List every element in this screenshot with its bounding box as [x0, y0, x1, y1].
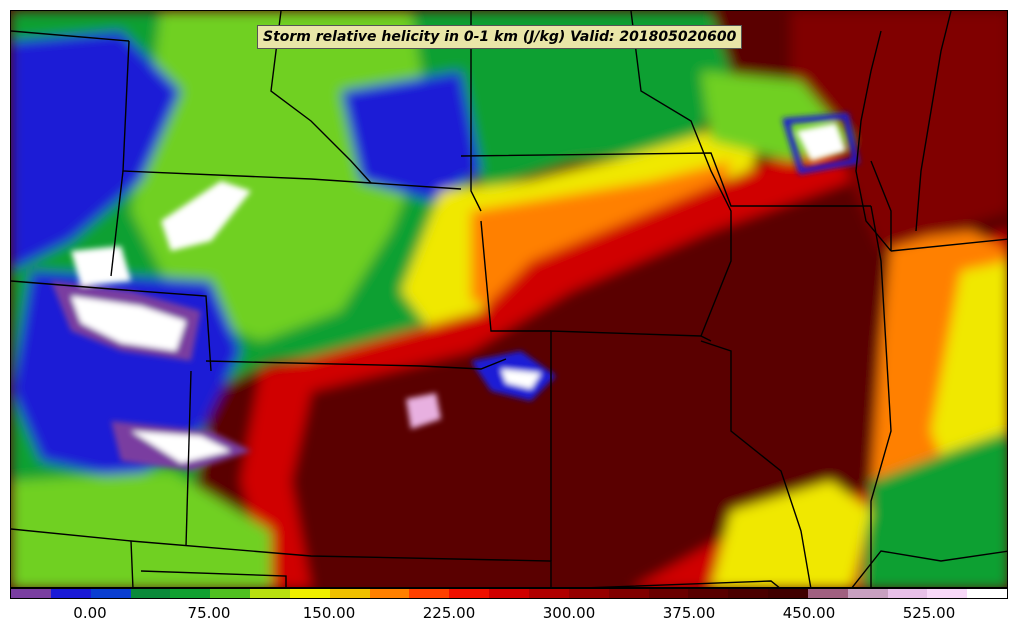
colorbar: [10, 588, 1008, 599]
colorbar-segment: [210, 589, 251, 598]
helicity-map: [11, 11, 1007, 587]
map-frame: Storm relative helicity in 0-1 km (J/kg)…: [10, 10, 1008, 588]
white-blob-nebraska-w: [71, 246, 131, 286]
colorbar-segment: [608, 589, 649, 598]
colorbar-tick-150: 150.00: [302, 604, 356, 622]
white-blob-mo-inner: [501, 369, 541, 389]
colorbar-tick-0: 0.00: [73, 604, 107, 622]
colorbar-segment: [688, 589, 729, 598]
colorbar-segment: [967, 589, 1008, 598]
white-blob-wisconsin: [796, 123, 846, 161]
colorbar-segment: [887, 589, 928, 598]
white-blob-wyoming: [161, 181, 251, 251]
white-blob-utah: [131, 431, 231, 463]
blue-region-north: [341, 71, 481, 201]
map-title: Storm relative helicity in 0-1 km (J/kg)…: [257, 25, 743, 49]
colorbar-segment: [289, 589, 330, 598]
colorbar-tick-300: 300.00: [542, 604, 596, 622]
pink-blob-kansas: [406, 393, 441, 429]
colorbar-segment: [489, 589, 529, 598]
colorbar-tick-75: 75.00: [187, 604, 231, 622]
colorbar-tick-450: 450.00: [782, 604, 836, 622]
green-southwest-bottom: [11, 471, 271, 587]
colorbar-tick-225: 225.00: [422, 604, 476, 622]
colorbar-segment: [648, 589, 689, 598]
northeast-dark-red: [791, 11, 1007, 251]
colorbar-segment: [250, 589, 290, 598]
colorbar-segment: [568, 589, 609, 598]
colorbar-segment: [130, 589, 171, 598]
colorbar-segment: [528, 589, 569, 598]
colorbar-segment: [409, 589, 450, 598]
colorbar-segment: [927, 589, 968, 598]
colorbar-segment: [50, 589, 91, 598]
colorbar-segment: [90, 589, 131, 598]
green-southeast: [861, 431, 1007, 587]
colorbar-segment: [847, 589, 888, 598]
colorbar-tick-525: 525.00: [902, 604, 956, 622]
colorbar-segment: [329, 589, 370, 598]
colorbar-segment: [728, 589, 769, 598]
colorbar-segment: [369, 589, 410, 598]
blue-region-west: [11, 31, 181, 271]
yellow-south-band: [711, 481, 871, 587]
colorbar-segment: [807, 589, 848, 598]
state-borders: [11, 11, 1007, 587]
colorbar-segment: [449, 589, 490, 598]
dark-red-core: [291, 161, 1007, 587]
yellow-east-swath: [931, 261, 1007, 481]
colorbar-tick-375: 375.00: [662, 604, 716, 622]
colorbar-segment: [11, 589, 51, 598]
purple-blob-wisconsin: [782, 112, 860, 175]
colorbar-segment: [768, 589, 808, 598]
colorbar-segment: [170, 589, 211, 598]
white-blob-colorado-inner: [71, 296, 186, 351]
